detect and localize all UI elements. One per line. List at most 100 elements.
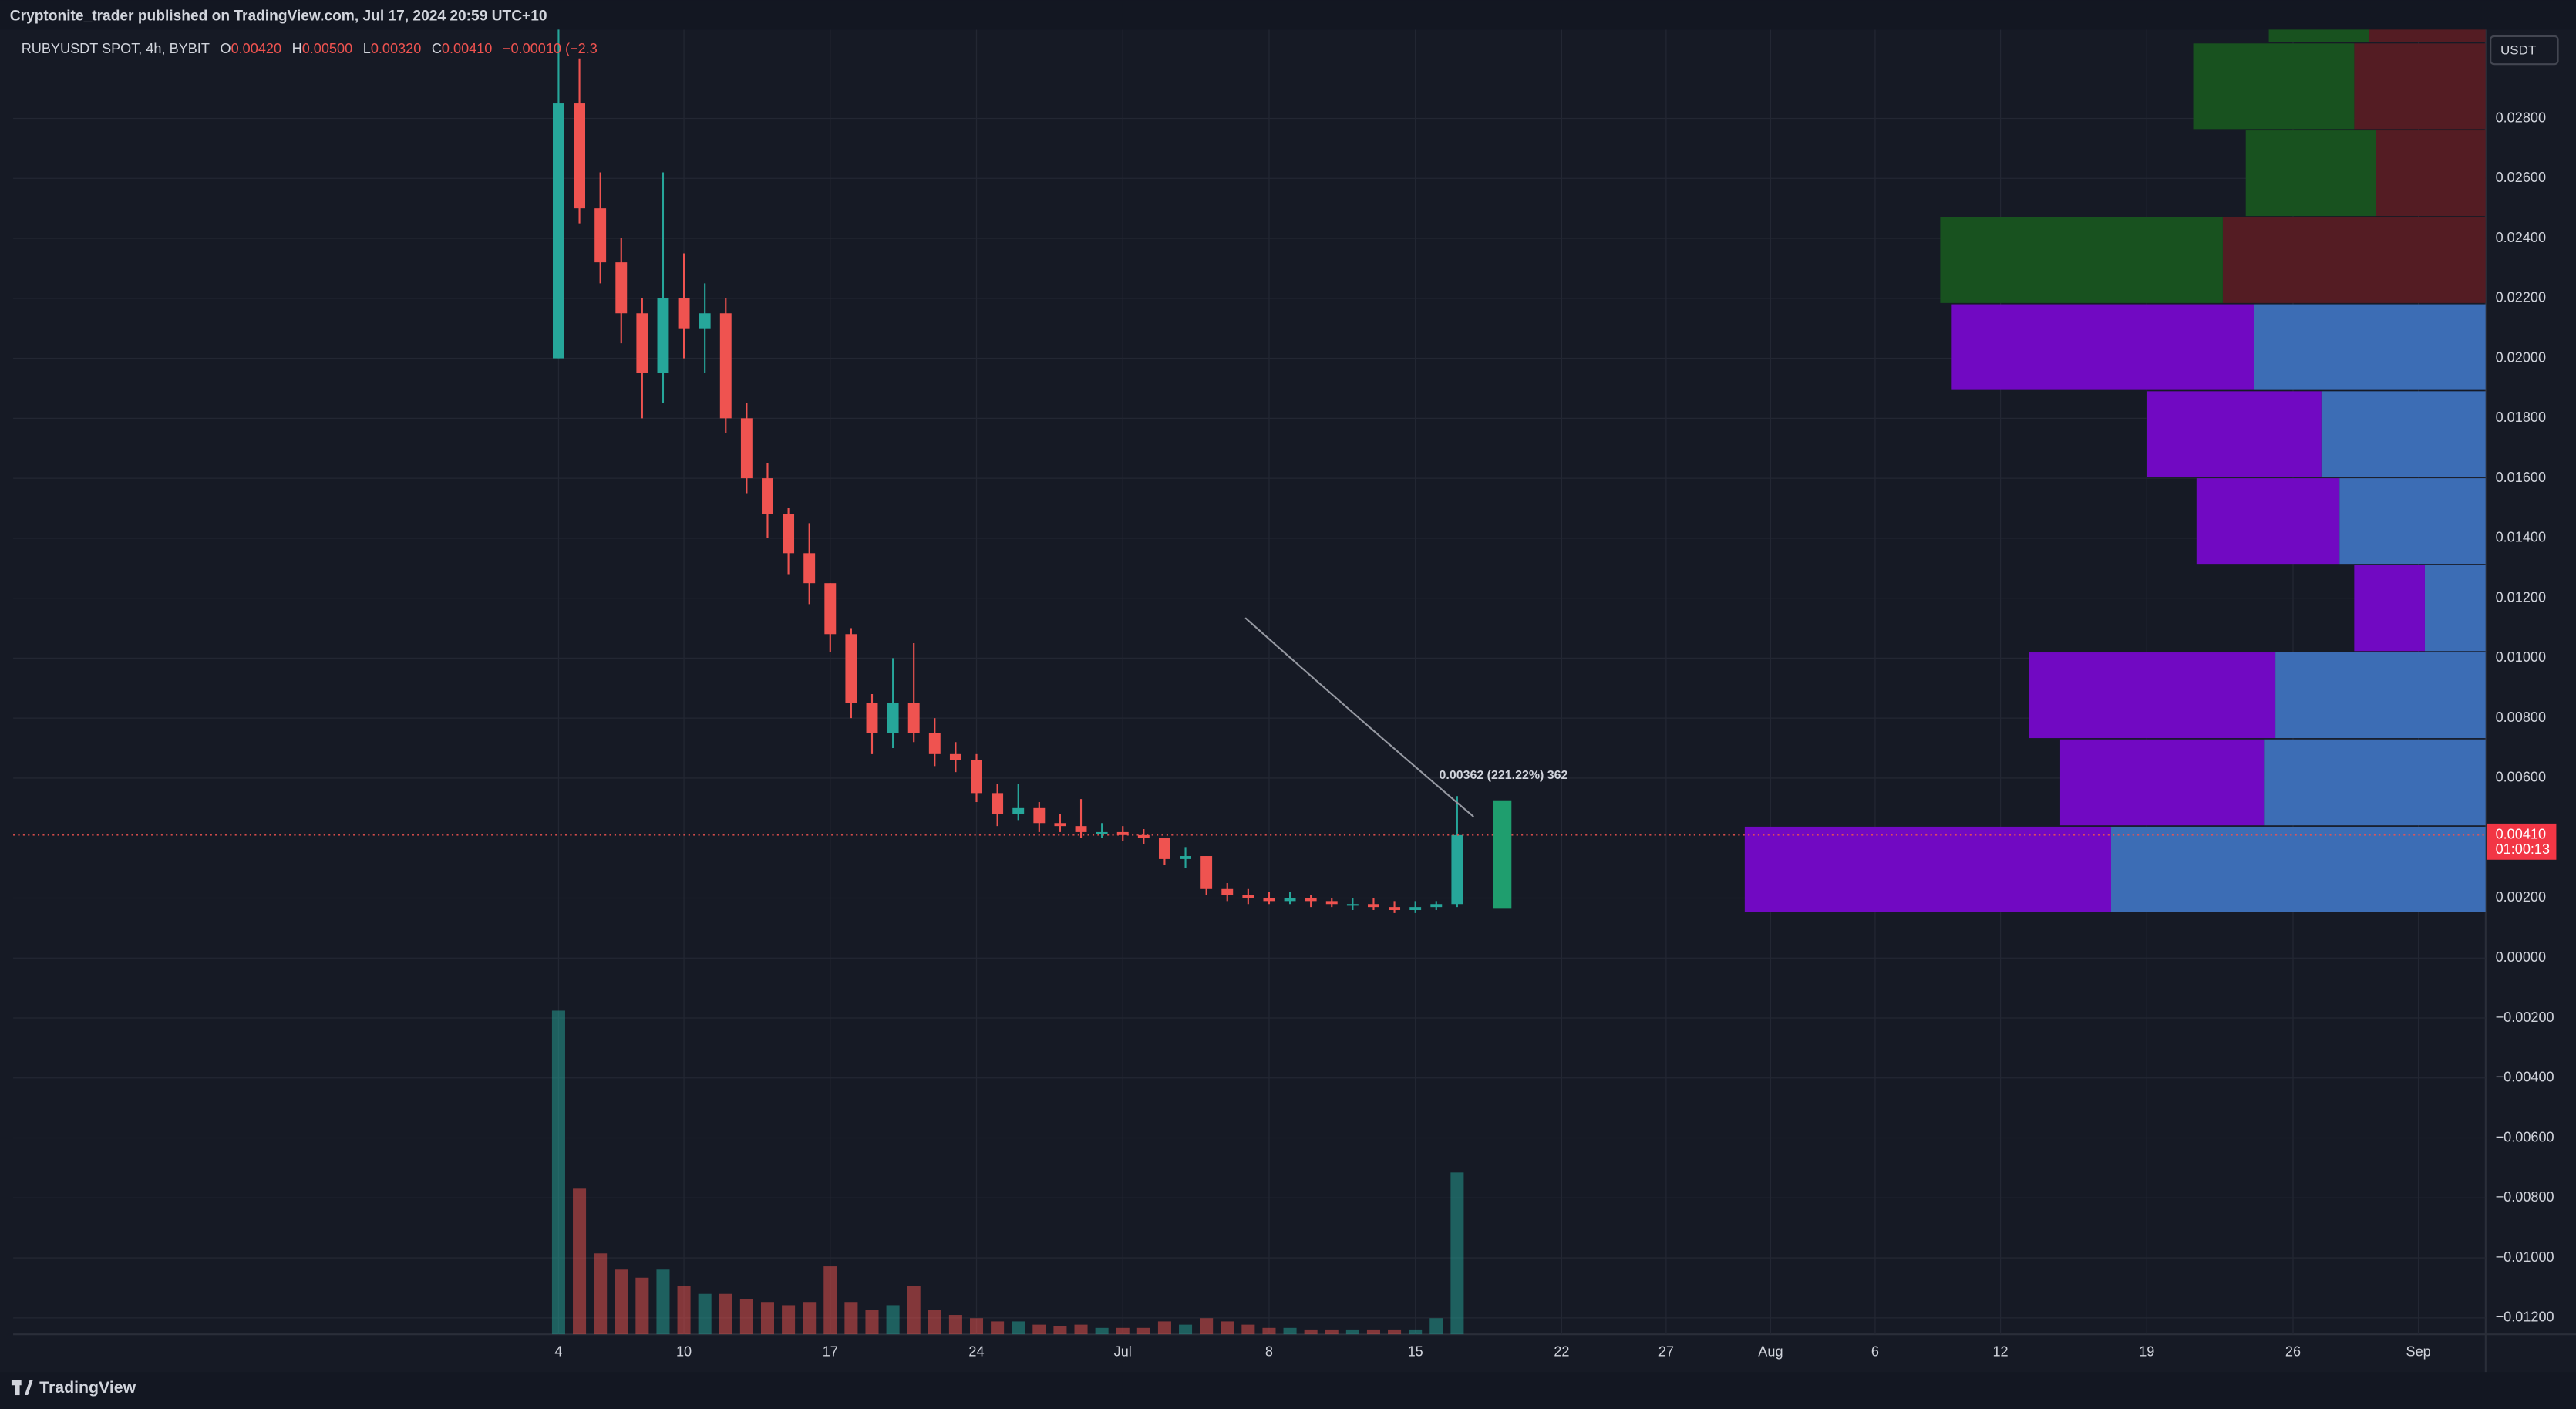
candle-body: [740, 418, 753, 479]
profile-down: [2376, 130, 2486, 217]
x-tick-label: 12: [1992, 1343, 2008, 1359]
volume-bar: [865, 1310, 879, 1335]
volume-bar: [677, 1286, 691, 1335]
profile-down: [2275, 652, 2486, 739]
volume-bar: [698, 1293, 712, 1335]
candle-body: [636, 313, 648, 374]
candle-body: [1054, 823, 1066, 827]
volume-bar: [594, 1253, 608, 1335]
y-tick-label: 0.02200: [2496, 290, 2546, 305]
y-tick-label: 0.01400: [2496, 530, 2546, 545]
legend: RUBYUSDT SPOT, 4h, BYBIT O0.00420 H0.005…: [22, 41, 598, 56]
volume-bar: [1345, 1329, 1359, 1335]
candle-body: [1012, 807, 1025, 814]
last-price-box: [2487, 823, 2557, 860]
volume-bar: [1304, 1329, 1318, 1335]
y-tick-label: −0.00200: [2496, 1010, 2554, 1025]
y-tick-label: −0.00800: [2496, 1189, 2554, 1205]
candle-body: [699, 313, 711, 329]
volume-bar: [928, 1310, 941, 1335]
volume-bar: [1221, 1321, 1234, 1335]
profile-up: [2147, 391, 2322, 477]
legend-change: −0.00010 (−2.3: [503, 41, 598, 56]
candle-body: [615, 262, 628, 314]
y-tick-label: 0.01800: [2496, 410, 2546, 425]
candle-body: [1389, 907, 1401, 911]
profile-up: [2196, 478, 2340, 565]
volume-bar: [635, 1277, 649, 1335]
candle-body: [1409, 907, 1422, 911]
volume-bar: [969, 1318, 984, 1335]
y-tick-label: 0.02400: [2496, 230, 2546, 245]
volume-bar: [1262, 1327, 1276, 1335]
candle-body: [1451, 834, 1463, 905]
candle-body: [1075, 826, 1087, 832]
candle-body: [1263, 898, 1275, 902]
legend-key: H: [292, 41, 302, 56]
logo: [11, 1380, 33, 1396]
profile-up: [2193, 43, 2355, 130]
x-tick-label: 22: [1554, 1343, 1569, 1359]
y-tick-label: −0.00600: [2496, 1129, 2554, 1144]
x-tick-label: 8: [1265, 1343, 1273, 1359]
volume-bar: [1074, 1324, 1088, 1335]
x-tick-label: 17: [823, 1343, 838, 1359]
candle-body: [887, 703, 899, 733]
candle-body: [845, 634, 857, 703]
y-tick-label: −0.01200: [2496, 1310, 2554, 1325]
volume-bar: [573, 1188, 587, 1335]
profile-up: [2268, 29, 2369, 42]
candle-body: [1200, 856, 1213, 889]
header-bar: [0, 0, 2576, 30]
volume-bar: [1283, 1327, 1297, 1335]
volume-bar: [907, 1286, 921, 1335]
y-tick-label: 0.02600: [2496, 170, 2546, 185]
x-tick-label: 27: [1658, 1343, 1674, 1359]
volume-bar: [1325, 1329, 1339, 1335]
branding: TradingView: [39, 1378, 136, 1397]
volume-bar: [1032, 1324, 1046, 1335]
legend-value: 0.00320: [371, 41, 421, 56]
candle-body: [1346, 904, 1359, 906]
candle-body: [1368, 904, 1379, 908]
volume-bar: [823, 1266, 837, 1335]
candle-body: [1305, 898, 1317, 902]
candle-body: [992, 793, 1004, 814]
x-tick-label: Aug: [1758, 1343, 1783, 1359]
volume-bar: [948, 1315, 962, 1335]
profile-up: [1940, 217, 2223, 303]
currency-box[interactable]: [2490, 35, 2559, 66]
volume-bar: [1200, 1318, 1214, 1335]
profile-down: [2369, 29, 2486, 42]
header: Cryptonite_trader published on TradingVi…: [10, 8, 547, 24]
x-tick-label: Sep: [2406, 1343, 2431, 1359]
x-tick-label: 26: [2285, 1343, 2301, 1359]
y-tick-label: 0.01000: [2496, 649, 2546, 665]
plot-area: [13, 29, 2486, 1335]
candle-body: [803, 553, 816, 584]
y-tick-label: 0.02800: [2496, 110, 2546, 125]
x-tick-label: Jul: [1114, 1343, 1132, 1359]
volume-bar: [739, 1299, 753, 1335]
profile-up: [1951, 304, 2254, 390]
volume-bar: [1012, 1321, 1025, 1335]
candle-body: [1116, 831, 1129, 835]
profile-up: [2245, 130, 2376, 217]
volume-bar: [1429, 1318, 1443, 1335]
candle-body: [594, 208, 607, 263]
profile-down: [2339, 478, 2486, 565]
y-tick-label: 0.02000: [2496, 349, 2546, 365]
profile-up: [2354, 565, 2425, 652]
countdown: 01:00:13: [2496, 841, 2551, 857]
legend-value: 0.00410: [442, 41, 492, 56]
profile-down: [2222, 217, 2486, 303]
volume-bar: [1450, 1172, 1464, 1335]
annotation: 0.00362 (221.22%) 362: [1440, 769, 1568, 782]
x-tick-label: 24: [968, 1343, 984, 1359]
y-tick-label: 0.01200: [2496, 589, 2546, 605]
profile-up: [2059, 739, 2265, 826]
x-tick-label: 6: [1871, 1343, 1879, 1359]
volume-bar: [1409, 1329, 1423, 1335]
candle-body: [1180, 856, 1191, 859]
